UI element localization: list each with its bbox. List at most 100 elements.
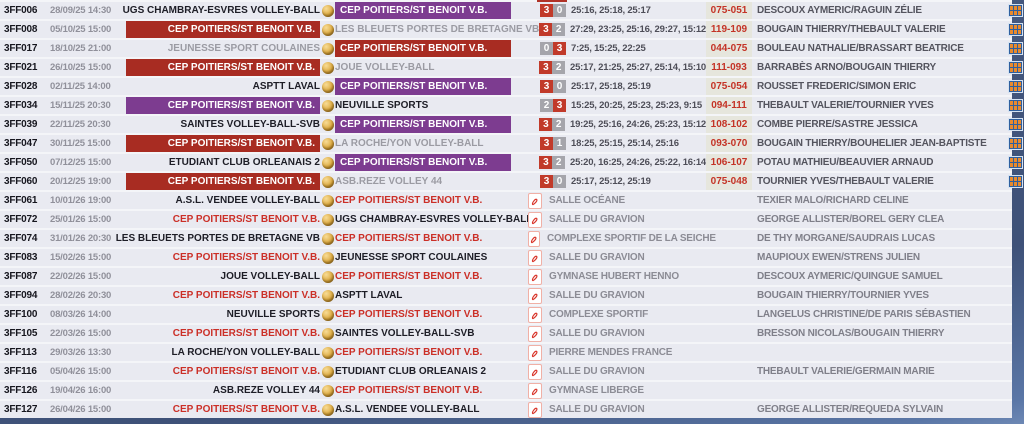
match-datetime: 22/11/25 20:30 <box>50 119 111 130</box>
home-set-score: 3 <box>540 175 553 188</box>
points-total: 111-093 <box>706 59 752 76</box>
home-team-label: CEP POITIERS/ST BENOIT V.B. <box>172 214 320 225</box>
points-total <box>706 287 752 304</box>
home-team-label: CEP POITIERS/ST BENOIT V.B. <box>172 328 320 339</box>
match-datetime: 31/01/26 20:30 <box>50 233 112 244</box>
match-sheet-icon[interactable] <box>1008 23 1023 36</box>
match-code: 3FF008 <box>4 24 38 35</box>
home-team: CEP POITIERS/ST BENOIT V.B. <box>126 59 320 76</box>
home-team: JEUNESSE SPORT COULAINES <box>126 40 320 57</box>
volleyball-icon <box>321 80 334 93</box>
match-sheet-icon[interactable] <box>1008 42 1023 55</box>
home-set-score: 0 <box>540 42 553 55</box>
match-sheet-icon[interactable] <box>1008 156 1023 169</box>
pdf-document-icon[interactable] <box>528 249 542 266</box>
match-sheet-icon[interactable] <box>1008 175 1023 188</box>
away-team-label: JEUNESSE SPORT COULAINES <box>335 252 488 263</box>
match-code: 3FF126 <box>4 385 38 396</box>
volleyball-icon <box>321 327 334 340</box>
points-total: 119-109 <box>706 21 752 38</box>
match-row: 3FF017 18/10/25 21:00 JEUNESSE SPORT COULA… <box>0 40 1023 57</box>
volleyball-icon-cell <box>320 192 335 209</box>
match-sheet-icon[interactable] <box>1008 137 1023 150</box>
away-set-score: 2 <box>552 156 565 169</box>
officials-names: LANGELUS CHRISTINE/DE PARIS SÉBASTIEN <box>757 309 971 320</box>
volleyball-icon <box>321 251 334 264</box>
away-team-label: SAINTES VOLLEY-BALL-SVB <box>335 328 475 339</box>
points-total: 075-054 <box>706 78 752 95</box>
volleyball-icon <box>321 23 334 36</box>
away-team: CEP POITIERS/ST BENOIT V.B. <box>335 230 511 247</box>
away-team: JEUNESSE SPORT COULAINES <box>335 249 511 266</box>
pdf-document-icon[interactable] <box>528 211 542 228</box>
match-result: COMPLEXE SPORTIF DE LA SEICHE <box>511 230 716 247</box>
match-result: 2 3 15:25, 20:25, 25:23, 25:23, 9:15 <box>511 97 706 114</box>
volleyball-icon-cell <box>320 40 335 57</box>
home-team: JOUE VOLLEY-BALL <box>126 268 320 285</box>
pdf-document-icon[interactable] <box>528 401 542 418</box>
match-result: 3 0 25:17, 25:12, 25:19 <box>511 173 706 190</box>
pdf-document-icon[interactable] <box>528 344 542 361</box>
match-datetime: 28/09/25 14:30 <box>50 5 112 16</box>
away-team-label: CEP POITIERS/ST BENOIT V.B. <box>335 78 511 95</box>
pdf-document-icon[interactable] <box>528 363 542 380</box>
away-team-label: LA ROCHE/YON VOLLEY-BALL <box>335 138 484 149</box>
away-set-score: 3 <box>553 99 566 112</box>
match-row: 3FF050 07/12/25 15:00 ETUDIANT CLUB ORLEAN… <box>0 154 1023 171</box>
home-team: LES BLEUETS PORTES DE BRETAGNE VB <box>116 230 320 247</box>
match-datetime: 22/03/26 15:00 <box>50 328 112 339</box>
volleyball-icon-cell <box>320 21 335 38</box>
pdf-document-icon[interactable] <box>528 192 542 209</box>
match-datetime: 25/01/26 15:00 <box>50 214 112 225</box>
match-sheet-icon[interactable] <box>1008 4 1023 17</box>
away-team-label: CEP POITIERS/ST BENOIT V.B. <box>335 154 511 171</box>
officials-names: COMBE PIERRE/SASTRE JESSICA <box>757 119 918 130</box>
match-sheet-icon[interactable] <box>1008 61 1023 74</box>
set-details: 15:25, 20:25, 25:23, 25:23, 9:15 <box>571 100 702 111</box>
match-result: SALLE OCÉANE <box>511 192 706 209</box>
match-datetime: 20/12/25 19:00 <box>50 176 112 187</box>
match-result: 3 0 25:16, 25:18, 25:17 <box>511 2 706 19</box>
match-sheet-icon[interactable] <box>1008 118 1023 131</box>
away-team-label: ASB.REZE VOLLEY 44 <box>335 176 443 187</box>
officials-names: DESCOUX AYMERIC/RAGUIN ZÉLIE <box>757 5 922 16</box>
match-row: 3FF008 05/10/25 15:00 CEP POITIERS/ST BENO… <box>0 21 1023 38</box>
home-team: CEP POITIERS/ST BENOIT V.B. <box>126 249 320 266</box>
pdf-document-icon[interactable] <box>528 325 542 342</box>
home-team: A.S.L. VENDEE VOLLEY-BALL <box>126 192 320 209</box>
home-set-score: 3 <box>540 137 553 150</box>
home-team: CEP POITIERS/ST BENOIT V.B. <box>126 401 320 418</box>
officials-names: TEXIER MALO/RICHARD CELINE <box>757 195 909 206</box>
venue-label: SALLE DU GRAVION <box>549 366 645 377</box>
officials-names <box>752 382 1012 399</box>
volleyball-icon <box>321 384 334 397</box>
away-team: CEP POITIERS/ST BENOIT V.B. <box>335 154 511 171</box>
match-row: 3FF083 15/02/26 15:00 CEP POITIERS/ST BENO… <box>0 249 1012 266</box>
points-total <box>706 249 752 266</box>
officials-names: BOUGAIN THIERRY/TOURNIER YVES <box>757 290 929 301</box>
volleyball-icon <box>321 156 334 169</box>
pdf-document-icon[interactable] <box>528 287 542 304</box>
pdf-document-icon[interactable] <box>528 268 542 285</box>
match-sheet-icon[interactable] <box>1008 99 1023 112</box>
away-team: SAINTES VOLLEY-BALL-SVB <box>335 325 511 342</box>
pdf-document-icon[interactable] <box>528 382 542 399</box>
away-team: LES BLEUETS PORTES DE BRETAGNE VB <box>335 21 539 38</box>
match-result: 3 1 18:25, 25:15, 25:14, 25:16 <box>511 135 706 152</box>
volleyball-icon-cell <box>320 363 335 380</box>
home-team-label: ETUDIANT CLUB ORLEANAIS 2 <box>168 157 320 168</box>
pdf-document-icon[interactable] <box>528 306 542 323</box>
home-team: NEUVILLE SPORTS <box>126 306 320 323</box>
match-row: 3FF028 02/11/25 14:00 ASPTT LAVAL CEP POITI… <box>0 78 1023 95</box>
home-team-label: CEP POITIERS/ST BENOIT V.B. <box>172 366 320 377</box>
home-team-label: UGS CHAMBRAY-ESVRES VOLLEY-BALL <box>122 5 320 16</box>
points-total: 108-102 <box>706 116 752 133</box>
points-total <box>706 211 752 228</box>
match-row: 3FF072 25/01/26 15:00 CEP POITIERS/ST BENO… <box>0 211 1012 228</box>
match-row: 3FF127 26/04/26 15:00 CEP POITIERS/ST BENO… <box>0 401 1012 418</box>
pdf-document-icon[interactable] <box>528 230 540 247</box>
match-sheet-icon[interactable] <box>1008 80 1023 93</box>
away-team: ASB.REZE VOLLEY 44 <box>335 173 511 190</box>
match-code: 3FF061 <box>4 195 38 206</box>
points-total: 106-107 <box>706 154 752 171</box>
